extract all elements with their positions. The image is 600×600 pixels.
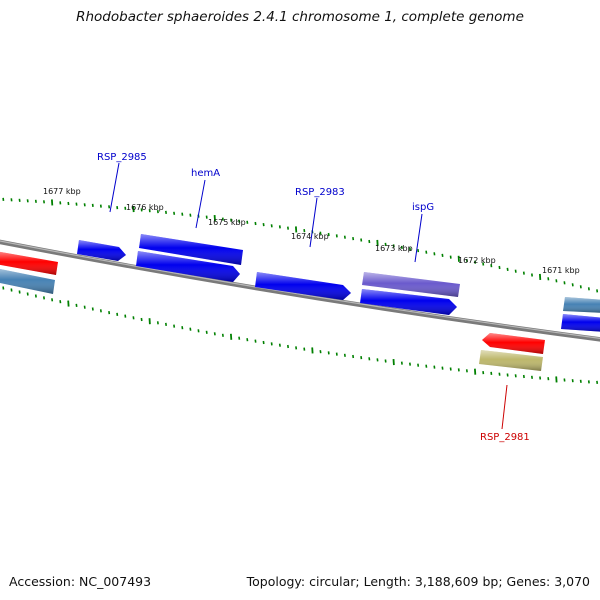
gene-label-hemA[interactable]: hemA [191,168,220,179]
kbp-label: 1676 kbp [126,203,164,212]
leader-line [501,384,508,430]
accession-text: Accession: NC_007493 [9,574,152,589]
leader-line [109,162,120,213]
chromosome-backbone [0,239,600,342]
gene-feature[interactable] [360,289,457,315]
gene-feature[interactable] [0,268,55,294]
gene-feature[interactable] [139,234,243,265]
label-leaders [109,162,508,430]
kbp-label: 1677 kbp [43,187,81,196]
upper-tick-track [2,197,599,293]
gene-feature[interactable] [482,333,545,354]
chromosome-backbone-highlight [0,240,600,339]
gene-feature[interactable] [0,251,58,275]
gene-feature[interactable] [136,251,240,282]
kbp-label: 1672 kbp [458,256,496,265]
gene-feature[interactable] [255,272,351,300]
kbp-label: 1675 kbp [208,218,246,227]
leader-line [309,197,318,248]
map-title: Rhodobacter sphaeroides 2.4.1 chromosome… [76,9,524,25]
gene-label-RSP_2981[interactable]: RSP_2981 [480,432,530,443]
gene-feature[interactable] [563,297,600,313]
gene-feature[interactable] [561,314,600,332]
kbp-labels: 1677 kbp 1676 kbp 1675 kbp 1674 kbp 1673… [43,187,580,275]
leader-line [414,213,423,263]
gene-feature[interactable] [362,272,460,297]
gene-label-ispG[interactable]: ispG [412,202,434,213]
kbp-label: 1674 kbp [291,232,329,241]
kbp-label: 1671 kbp [542,266,580,275]
gene-labels: RSP_2985 hemA RSP_2983 ispG RSP_2981 [97,152,530,443]
lower-tick-track [2,286,599,385]
gene-feature[interactable] [77,240,126,261]
topology-summary: Topology: circular; Length: 3,188,609 bp… [246,574,590,589]
gene-label-RSP_2985[interactable]: RSP_2985 [97,152,147,163]
gene-label-RSP_2983[interactable]: RSP_2983 [295,187,345,198]
leader-line [195,179,206,229]
kbp-label: 1673 kbp [375,244,413,253]
gene-feature[interactable] [479,350,543,371]
